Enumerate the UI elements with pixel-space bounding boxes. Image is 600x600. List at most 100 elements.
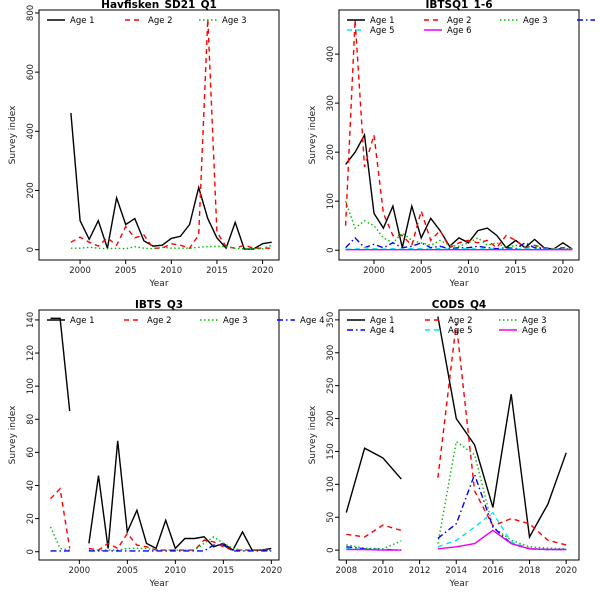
series-line-age-4: [346, 472, 567, 551]
series-line-age-2: [70, 18, 272, 250]
plot-frame: [338, 309, 580, 561]
x-tick-label: 2020: [260, 566, 282, 576]
x-tick-label: 2018: [519, 566, 541, 576]
y-tick-label: 40: [26, 480, 36, 491]
y-tick-label: 200: [326, 144, 336, 160]
y-tick-label: 250: [326, 378, 336, 394]
y-tick-label: 80: [26, 414, 36, 425]
series-line-age-3: [346, 440, 567, 550]
y-tick-label: 200: [26, 182, 36, 198]
series-line-age-2: [346, 323, 567, 546]
x-tick-label: 2016: [482, 566, 504, 576]
legend-label: Age 1: [370, 316, 395, 326]
chart-title: CODS_Q4: [432, 299, 486, 311]
chart-title: IBTSQ1_1-6: [425, 0, 492, 11]
legend-label: Age 4: [300, 316, 325, 326]
legend-label: Age 1: [70, 16, 95, 26]
y-tick-label: 400: [326, 46, 336, 62]
x-tick-label: 2015: [505, 266, 527, 276]
y-tick-label: 20: [26, 513, 36, 524]
legend-label: Age 4: [370, 326, 395, 336]
y-tick-label: 350: [326, 312, 336, 328]
x-tick-label: 2010: [372, 566, 394, 576]
y-tick-label: 0: [26, 549, 36, 554]
x-axis-label: Year: [448, 279, 468, 289]
y-tick-label: 140: [26, 312, 36, 328]
x-tick-label: 2005: [410, 266, 432, 276]
legend-label: Age 1: [370, 16, 395, 26]
x-tick-label: 2005: [116, 566, 138, 576]
series-line-age-3: [70, 244, 272, 250]
x-tick-label: 2005: [115, 266, 137, 276]
y-axis-label: Survey index: [308, 105, 318, 164]
series-line-age-4: [50, 544, 272, 552]
y-tick-label: 60: [26, 447, 36, 458]
y-tick-label: 100: [326, 193, 336, 209]
series-line-age-6: [346, 529, 567, 551]
legend-label: Age 6: [522, 326, 547, 336]
y-tick-label: 400: [26, 123, 36, 139]
legend-label: Age 2: [448, 316, 473, 326]
chart-title: Havfisken_SD21_Q1: [101, 0, 217, 11]
x-tick-label: 2020: [552, 266, 574, 276]
y-tick-label: 50: [326, 512, 336, 523]
x-tick-label: 2014: [445, 566, 467, 576]
y-axis-label: Survey index: [308, 405, 318, 464]
legend-label: Age 3: [223, 316, 248, 326]
legend-label: Age 2: [447, 16, 472, 26]
series-line-age-1: [50, 317, 272, 552]
y-tick-label: 100: [326, 476, 336, 492]
x-tick-label: 2020: [555, 566, 577, 576]
series-line-age-5: [345, 246, 573, 250]
x-axis-label: Year: [148, 579, 168, 589]
chart-panel-1: Havfisken_SD21_Q1 2000 2005 2010 2015 2020 0 20…: [8, 0, 280, 289]
y-tick-label: 600: [26, 64, 36, 80]
y-axis-label: Survey index: [8, 405, 18, 464]
x-tick-label: 2015: [212, 566, 234, 576]
x-axis-label: Year: [448, 579, 468, 589]
series-line-age-4: [345, 236, 573, 250]
chart-title: IBTS_Q3: [135, 299, 183, 311]
y-axis-label: Survey index: [8, 105, 18, 164]
legend-label: Age 3: [523, 16, 548, 26]
x-axis-label: Year: [148, 279, 168, 289]
y-tick-label: 0: [326, 547, 336, 552]
x-tick-label: 2000: [68, 566, 90, 576]
chart-panel-2: IBTSQ1_1-6 2000 2005 2010 2015 2020 0 100 200 300…: [308, 0, 595, 289]
legend-label: Age 5: [448, 326, 473, 336]
series-line-age-2: [49, 487, 272, 551]
x-tick-label: 2012: [409, 566, 431, 576]
y-tick-label: 0: [26, 247, 36, 252]
series-line-age-3: [49, 526, 272, 551]
series-line-age-2: [344, 19, 573, 250]
chart-panel-4: CODS_Q4 2008 2010 2012 2014 2016 2018 2020 0 50 10…: [308, 299, 580, 589]
legend-label: Age 5: [370, 26, 395, 36]
y-tick-label: 200: [326, 410, 336, 426]
series-line-age-1: [345, 316, 567, 540]
x-tick-label: 2000: [69, 266, 91, 276]
x-tick-label: 2008: [336, 566, 358, 576]
legend-label: Age 3: [222, 16, 247, 26]
y-tick-label: 100: [26, 378, 36, 394]
plot-frame: [338, 9, 580, 261]
y-tick-label: 300: [326, 345, 336, 361]
y-tick-label: 120: [26, 345, 36, 361]
series-line-age-3: [344, 200, 573, 250]
legend-label: Age 2: [148, 16, 173, 26]
legend-label: Age 2: [147, 316, 172, 326]
series-line-age-1: [345, 132, 573, 250]
y-tick-label: 0: [326, 247, 336, 252]
x-tick-label: 2015: [206, 266, 228, 276]
series-line-age-1: [70, 112, 272, 250]
legend-label: Age 6: [447, 26, 472, 36]
x-tick-label: 2010: [164, 566, 186, 576]
y-tick-label: 800: [26, 5, 36, 21]
legend-label: Age 3: [522, 316, 547, 326]
legend-label: Age 1: [70, 316, 95, 326]
plot-frame: [38, 9, 280, 261]
x-tick-label: 2010: [458, 266, 480, 276]
plot-frame: [38, 309, 280, 561]
x-tick-label: 2010: [160, 266, 182, 276]
y-tick-label: 150: [326, 443, 336, 459]
